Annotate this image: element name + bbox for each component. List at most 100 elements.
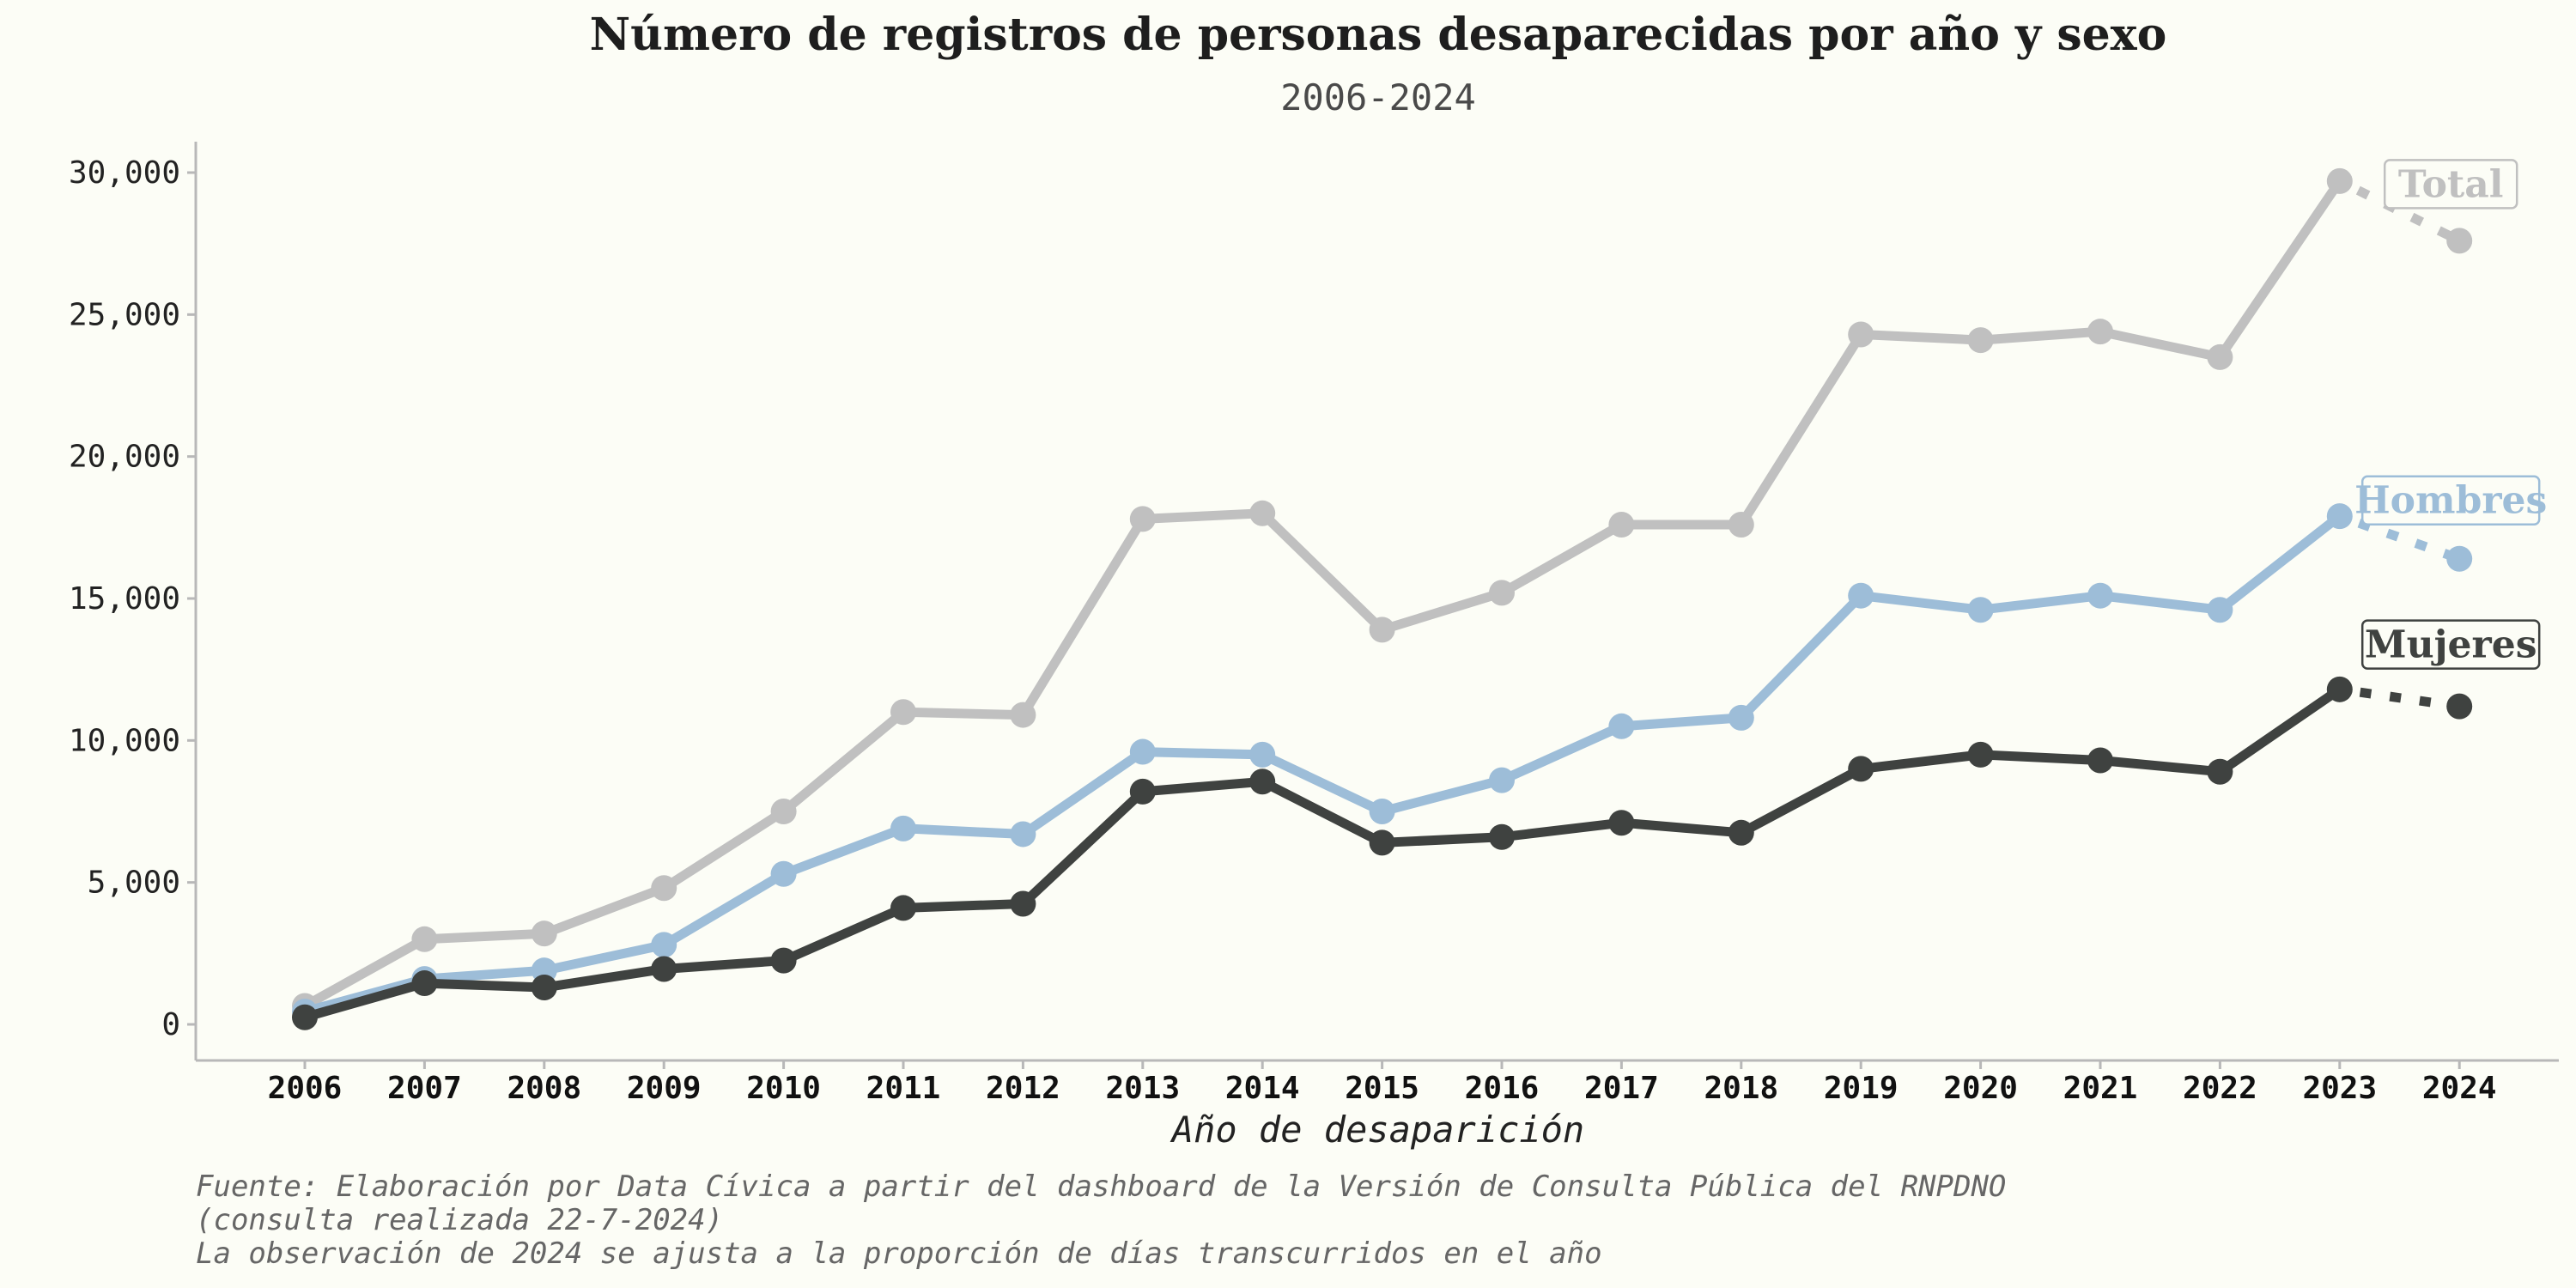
- data-point: [292, 1004, 318, 1030]
- data-point: [1249, 500, 1276, 526]
- chart-title: Número de registros de personas desapare…: [590, 9, 2167, 61]
- x-tick-label: 2010: [746, 1071, 821, 1106]
- axes: 0 5,000 10,000 15,000 20,000 25,000 30,000 2006…: [69, 142, 2559, 1106]
- data-point: [1967, 327, 1994, 354]
- series-projection-line: [2337, 176, 2462, 246]
- series-line: [300, 684, 2345, 1023]
- x-tick-label: 2008: [507, 1071, 581, 1106]
- data-point: [651, 875, 677, 902]
- x-tick-label: 2011: [866, 1071, 941, 1106]
- data-point: [1010, 821, 1036, 848]
- x-tick-label: 2024: [2422, 1071, 2497, 1106]
- caption-line-1: Fuente: Elaboración por Data Cívica a pa…: [196, 1170, 2006, 1204]
- series-label-box: [2360, 619, 2541, 670]
- data-point: [770, 799, 797, 824]
- data-point: [411, 926, 438, 952]
- data-point: [2207, 597, 2233, 623]
- data-point: [1489, 767, 1515, 793]
- data-point: [651, 956, 677, 982]
- data-point: [2326, 676, 2353, 702]
- x-tick-label: 2023: [2302, 1071, 2377, 1106]
- series-projection-line: [2339, 684, 2460, 712]
- data-point: [890, 895, 916, 921]
- data-point: [1249, 741, 1276, 768]
- chart-subtitle: 2006-2024: [1280, 76, 1476, 118]
- caption-line-2: (consulta realizada 22-7-2024): [196, 1203, 723, 1237]
- x-tick-label: 2006: [268, 1071, 343, 1106]
- x-tick-label: 2015: [1345, 1071, 1419, 1106]
- data-point: [1728, 704, 1754, 731]
- data-point: [1369, 829, 1395, 856]
- x-axis-label: Año de desaparición: [1170, 1109, 1584, 1151]
- x-tick-label: 2022: [2183, 1071, 2257, 1106]
- series-total: [292, 167, 2473, 1019]
- x-tick-label: 2020: [1943, 1071, 2018, 1106]
- data-point: [2207, 343, 2233, 370]
- y-tick-label: 5,000: [88, 866, 180, 901]
- data-point: [1129, 778, 1156, 805]
- x-tick-label: 2017: [1584, 1071, 1659, 1106]
- series-label-hombres: Hombres: [2354, 475, 2547, 526]
- series-label-total: Total: [2383, 159, 2518, 210]
- data-point: [1489, 823, 1515, 850]
- y-tick-label: 30,000: [69, 155, 180, 191]
- data-point: [1129, 738, 1156, 765]
- data-point: [1369, 617, 1395, 643]
- series-projection-line: [2337, 511, 2462, 563]
- y-tick-label: 0: [161, 1007, 180, 1042]
- x-tick-label: 2009: [627, 1071, 702, 1106]
- data-point: [2087, 582, 2113, 609]
- y-tick-label: 10,000: [69, 723, 180, 758]
- caption-line-3: La observación de 2024 se ajusta a la pr…: [196, 1236, 1602, 1271]
- series-layer: [292, 167, 2473, 1030]
- x-tick-label: 2021: [2063, 1071, 2138, 1106]
- data-point: [1967, 597, 1994, 623]
- data-point: [1728, 512, 1754, 538]
- x-tick-label: 2019: [1824, 1071, 1899, 1106]
- data-point: [1369, 799, 1395, 824]
- data-point: [2087, 747, 2113, 774]
- data-point: [531, 975, 557, 1001]
- data-point: [1967, 741, 1994, 768]
- data-point: [1848, 321, 1874, 348]
- data-point: [1848, 756, 1874, 782]
- data-point: [1489, 580, 1515, 606]
- data-point: [2446, 693, 2473, 720]
- data-point: [1728, 819, 1754, 846]
- x-tick-label: 2013: [1105, 1071, 1180, 1106]
- series-labels: Total Hombres Mujeres: [2354, 159, 2547, 670]
- data-point: [2207, 758, 2233, 785]
- data-point: [890, 699, 916, 726]
- x-tick-label: 2014: [1225, 1071, 1300, 1106]
- data-point: [1608, 512, 1635, 538]
- data-point: [651, 932, 677, 958]
- data-point: [1010, 702, 1036, 728]
- series-label-text: Mujeres: [2365, 623, 2537, 667]
- data-point: [770, 860, 797, 887]
- series-label-box: [2360, 475, 2541, 526]
- data-point: [770, 947, 797, 974]
- data-point: [1129, 506, 1156, 532]
- series-line: [300, 176, 2345, 1011]
- data-point: [1249, 769, 1276, 795]
- series-label-text: Total: [2398, 162, 2504, 206]
- series-hombres: [292, 503, 2473, 1025]
- x-tick-label: 2007: [387, 1071, 462, 1106]
- data-point: [531, 920, 557, 947]
- data-point: [2446, 545, 2473, 572]
- series-label-text: Hombres: [2354, 479, 2547, 523]
- data-point: [890, 815, 916, 841]
- series-label-box: [2383, 159, 2518, 210]
- series-mujeres: [292, 676, 2473, 1030]
- data-point: [1608, 713, 1635, 739]
- y-tick-label: 25,000: [69, 297, 180, 332]
- y-tick-label: 20,000: [69, 440, 180, 475]
- x-tick-label: 2012: [986, 1071, 1060, 1106]
- data-point: [2087, 319, 2113, 345]
- data-point: [2326, 503, 2353, 530]
- data-point: [2326, 167, 2353, 194]
- data-point: [411, 970, 438, 997]
- data-point: [1010, 890, 1036, 917]
- data-point: [2446, 228, 2473, 254]
